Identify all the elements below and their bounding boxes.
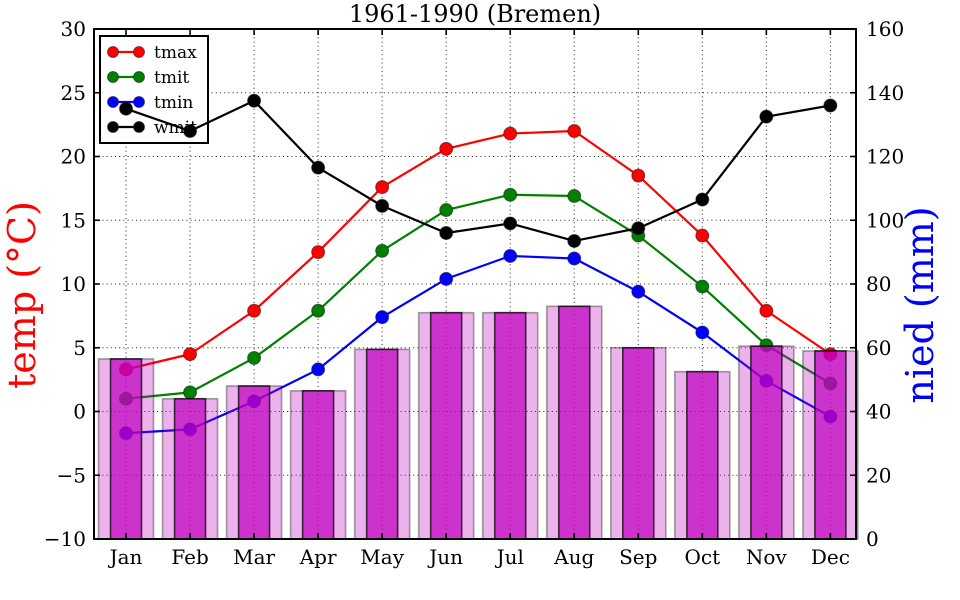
tmit-marker [695, 279, 710, 294]
month-tick-label: Jul [495, 545, 524, 569]
right-tick-label: 140 [866, 81, 904, 105]
tmax-marker [247, 303, 262, 318]
tmin-marker [631, 284, 646, 299]
tmin-marker [311, 362, 326, 377]
right-tick-label: 0 [866, 527, 879, 551]
bar-nied-narrow [429, 311, 463, 540]
legend-label-tmin: tmin [154, 93, 193, 113]
left-tick-label: 25 [61, 81, 86, 105]
tmax-marker [503, 126, 518, 141]
month-tick-label: Mar [233, 545, 275, 569]
bar-nied-narrow [814, 350, 847, 540]
tmit-marker [311, 303, 326, 318]
legend-marker-wmit [107, 121, 119, 133]
tmax-marker [439, 141, 454, 156]
left-tick-label: 30 [61, 17, 86, 41]
tmit-line [124, 193, 832, 400]
tmin-marker [695, 325, 710, 340]
tmit-marker [503, 187, 518, 202]
bar-nied-narrow [365, 348, 399, 540]
tmin-marker [567, 251, 582, 266]
left-tick-label: 5 [73, 336, 86, 360]
tmin-marker [439, 271, 454, 286]
tmax-marker [311, 245, 326, 260]
legend-marker-tmit [107, 71, 119, 83]
tmax-marker [695, 228, 710, 243]
chart-title: 1961-1990 (Bremen) [348, 0, 602, 28]
legend-marker-tmin [133, 96, 145, 108]
bar-nied-narrow [301, 389, 335, 540]
bar-nied-narrow [750, 345, 783, 540]
month-tick-label: Jun [427, 545, 463, 569]
tmin-marker [503, 248, 518, 263]
wmit-marker [247, 93, 262, 108]
bar-nied-narrow [493, 311, 527, 540]
tmax-marker [183, 347, 198, 362]
tmax-line [124, 129, 832, 371]
wmit-marker [183, 124, 198, 138]
legend-marker-tmin [107, 96, 119, 108]
wmit-marker [567, 233, 582, 248]
month-tick-label: Nov [746, 545, 788, 569]
legend-marker-tmit [133, 71, 145, 83]
wmit-marker [823, 98, 838, 113]
right-tick-label: 40 [866, 400, 891, 424]
wmit-marker [695, 192, 710, 207]
tmax-marker [567, 124, 582, 138]
tmit-marker [183, 385, 198, 400]
right-tick-label: 20 [866, 463, 891, 487]
right-tick-label: 80 [866, 272, 891, 296]
tmit-marker [247, 350, 262, 365]
left-tick-label: 0 [73, 400, 86, 424]
month-tick-label: May [360, 545, 404, 569]
wmit-marker [311, 160, 326, 175]
bar-nied-narrow [109, 358, 143, 540]
month-tick-label: Feb [171, 545, 208, 569]
wmit-marker [759, 109, 774, 124]
wmit-marker [631, 221, 646, 236]
wmit-marker [119, 101, 134, 116]
wmit-marker [375, 198, 390, 213]
legend-label-tmax: tmax [154, 43, 197, 63]
legend-marker-tmax [133, 46, 145, 58]
tmax-marker [375, 180, 390, 195]
right-tick-label: 100 [866, 208, 904, 232]
bar-nied-narrow [557, 305, 591, 540]
tmit-marker [375, 243, 390, 258]
bar-nied-narrow [237, 385, 271, 540]
left-tick-label: −10 [44, 527, 86, 551]
left-tick-label: 20 [61, 145, 86, 169]
tmax-marker [631, 168, 646, 183]
tmax-marker [759, 303, 774, 318]
tmit-marker [567, 189, 582, 204]
month-tick-label: Oct [684, 545, 720, 569]
legend-marker-wmit [133, 121, 145, 133]
month-tick-label: Dec [811, 545, 850, 569]
left-tick-label: 10 [61, 272, 86, 296]
bar-nied-narrow [686, 370, 719, 540]
month-tick-label: Jan [108, 545, 143, 569]
bar-nied-narrow [173, 397, 207, 540]
tmit-marker [439, 203, 454, 218]
left-tick-label: −5 [57, 463, 86, 487]
tmin-marker [375, 310, 390, 325]
month-tick-label: Sep [619, 545, 657, 569]
wmit-line [124, 99, 832, 243]
month-tick-label: Aug [553, 545, 594, 569]
month-tick-label: Apr [299, 545, 337, 569]
wmit-marker [439, 226, 454, 240]
right-tick-label: 160 [866, 17, 904, 41]
bar-nied-narrow [621, 346, 655, 540]
wmit-marker [503, 216, 518, 231]
right-tick-label: 60 [866, 336, 891, 360]
left-tick-label: 15 [61, 208, 86, 232]
right-tick-label: 120 [866, 145, 904, 169]
legend-label-tmit: tmit [154, 68, 189, 88]
legend-marker-tmax [107, 46, 119, 58]
